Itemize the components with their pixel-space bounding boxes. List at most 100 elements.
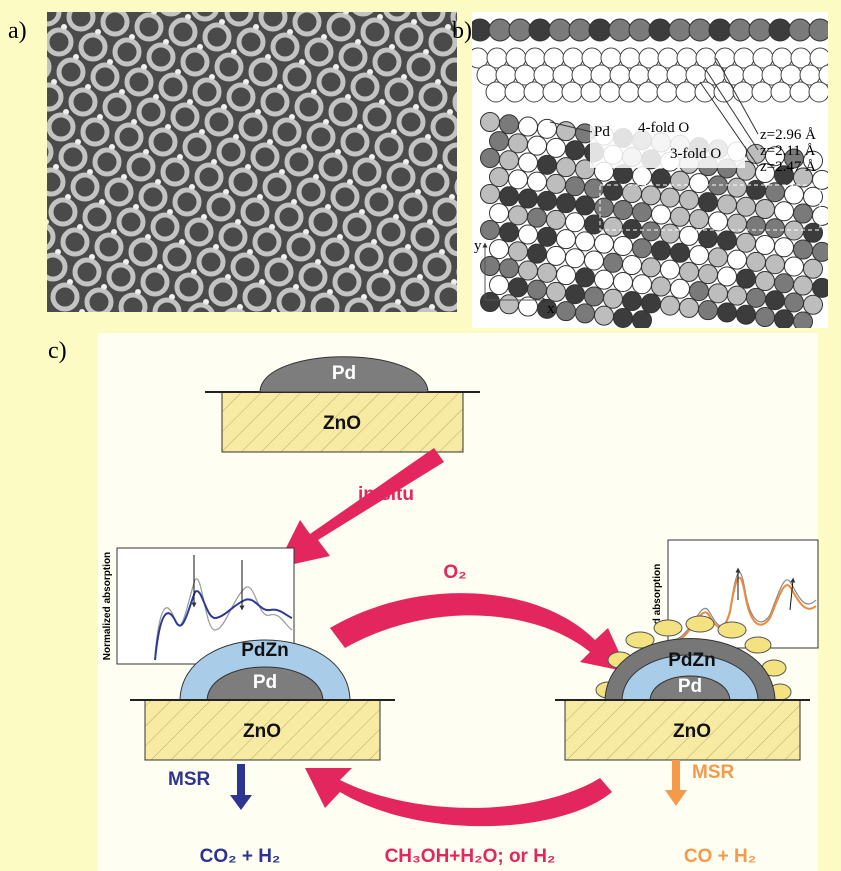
atom [775,310,794,329]
atom [680,226,699,245]
atom [566,177,585,196]
atom [747,252,766,271]
atom [585,215,604,234]
atom [509,206,528,225]
atom [595,198,614,217]
atom [671,171,690,190]
atom [709,248,728,267]
atom [585,251,604,270]
atom [652,277,671,296]
atom [489,19,511,41]
atom [661,296,680,315]
atom [718,267,737,286]
atom [809,19,831,41]
axis-label: x [547,301,555,317]
atom [509,278,528,297]
atom [804,259,823,278]
label: Pd [332,363,356,384]
atom [629,19,651,41]
atom [794,204,813,223]
atom [642,258,661,277]
atom [652,169,671,188]
atom [519,225,538,244]
atom [566,285,585,304]
label: 4-fold O [638,120,689,136]
atom [809,82,829,102]
atom [690,174,709,193]
atom [509,242,528,261]
atom [509,170,528,189]
atom [709,176,728,195]
atom [661,188,680,207]
axis-label: Normalized absorption [102,552,113,660]
atom [728,214,747,233]
atom [481,221,500,240]
atom [500,223,519,242]
atom [789,19,811,41]
atom [657,82,677,102]
atom [595,306,614,325]
atom [490,132,509,151]
atom [699,229,718,248]
label: PdZn [241,640,289,661]
atom [576,268,595,287]
atom [623,184,642,203]
label: ZnO [673,721,711,742]
atom [481,149,500,168]
label: z=2.11 Å [760,143,816,159]
atom [519,117,538,136]
atom [728,250,747,269]
atom [699,265,718,284]
label: Pd [678,676,702,697]
atom [566,213,585,232]
atom [576,304,595,323]
atom [528,208,547,227]
atom [709,284,728,303]
atom [775,274,794,293]
atom [652,241,671,260]
atom [619,82,639,102]
atom [589,19,611,41]
atom [557,230,576,249]
atom [557,302,576,321]
atom [747,288,766,307]
atom [785,293,804,312]
atom [804,295,823,314]
atom [538,227,557,246]
label: Pd [594,124,610,140]
atom [585,179,604,198]
atom [689,19,711,41]
label: z=2.47 Å [760,159,816,175]
atom [595,270,614,289]
atom [699,301,718,320]
atom [509,19,531,41]
atom [766,255,785,274]
atom [661,224,680,243]
atom [604,289,623,308]
axis-label: y [474,238,482,254]
atom [481,185,500,204]
atom [519,261,538,280]
atom [557,158,576,177]
atom [481,113,500,132]
atom [649,19,671,41]
atom [604,181,623,200]
label: ZnO [243,721,281,742]
atom [729,19,751,41]
atom [737,305,756,324]
atom [747,180,766,199]
atom [775,238,794,257]
atom [775,202,794,221]
atom [756,200,775,219]
atom [557,266,576,285]
atom [538,155,557,174]
atom [728,178,747,197]
atom [661,260,680,279]
atom [633,167,652,186]
atom [500,295,519,314]
atom [669,19,691,41]
panel-label: a) [8,18,27,44]
atom [690,282,709,301]
atom [671,279,690,298]
atom [505,82,525,102]
